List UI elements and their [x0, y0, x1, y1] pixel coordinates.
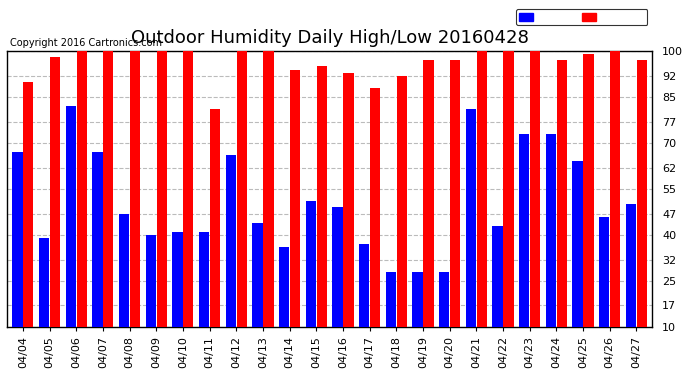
Text: Copyright 2016 Cartronics.com: Copyright 2016 Cartronics.com [10, 38, 162, 48]
Bar [583, 54, 593, 327]
Bar [333, 207, 342, 327]
Bar [39, 238, 49, 327]
Title: Outdoor Humidity Daily High/Low 20160428: Outdoor Humidity Daily High/Low 20160428 [130, 29, 529, 47]
Bar [317, 66, 327, 327]
Bar [359, 244, 369, 327]
Bar [146, 235, 156, 327]
Bar [12, 152, 23, 327]
Bar [477, 18, 487, 327]
Bar [50, 57, 60, 327]
Bar [546, 134, 556, 327]
Bar [23, 82, 34, 327]
Bar [450, 60, 460, 327]
Bar [199, 232, 209, 327]
Bar [493, 226, 502, 327]
Bar [370, 88, 380, 327]
Bar [466, 110, 476, 327]
Bar [519, 134, 529, 327]
Bar [397, 76, 407, 327]
Bar [226, 155, 236, 327]
Bar [237, 42, 247, 327]
Legend: Low  (%), High  (%): Low (%), High (%) [516, 9, 647, 25]
Bar [279, 247, 289, 327]
Bar [424, 60, 433, 327]
Bar [210, 110, 220, 327]
Bar [413, 272, 422, 327]
Bar [104, 42, 113, 327]
Bar [344, 73, 353, 327]
Bar [637, 60, 647, 327]
Bar [290, 69, 300, 327]
Bar [77, 42, 87, 327]
Bar [306, 201, 316, 327]
Bar [610, 45, 620, 327]
Bar [626, 204, 636, 327]
Bar [557, 60, 567, 327]
Bar [253, 223, 263, 327]
Bar [119, 213, 129, 327]
Bar [172, 232, 183, 327]
Bar [130, 48, 140, 327]
Bar [157, 48, 167, 327]
Bar [573, 162, 582, 327]
Bar [92, 152, 103, 327]
Bar [386, 272, 396, 327]
Bar [504, 48, 513, 327]
Bar [599, 217, 609, 327]
Bar [264, 42, 273, 327]
Bar [530, 39, 540, 327]
Bar [66, 106, 76, 327]
Bar [184, 42, 193, 327]
Bar [439, 272, 449, 327]
